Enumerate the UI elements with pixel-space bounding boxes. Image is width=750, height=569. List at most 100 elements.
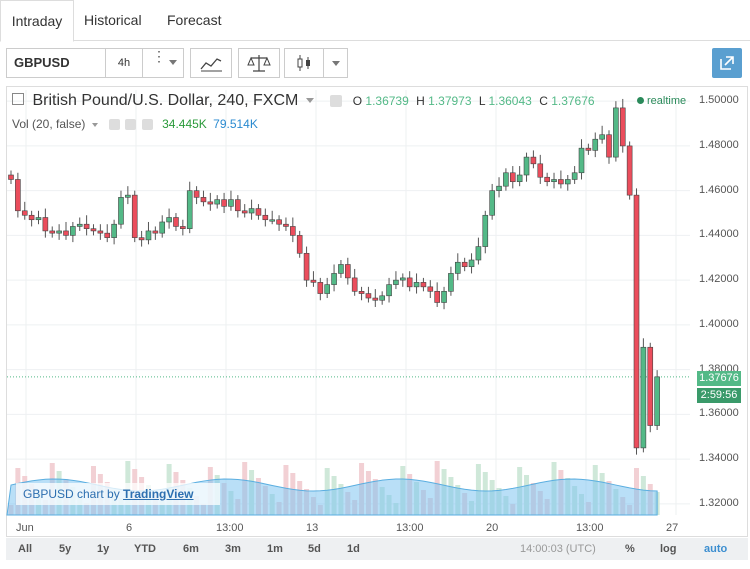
candle-body <box>454 261 461 274</box>
candle-body <box>42 217 49 232</box>
range-ytd-button[interactable]: YTD <box>134 543 156 555</box>
candle-body <box>111 223 117 238</box>
candle-body <box>214 199 221 205</box>
y-tick-label: 1.50000 <box>699 94 739 107</box>
close-value: 1.37676 <box>551 94 595 108</box>
more-icon: ⋮ <box>152 48 166 64</box>
candle-body <box>97 230 104 234</box>
candle-body <box>83 223 90 229</box>
candle-body <box>386 284 392 297</box>
candle-body <box>248 208 255 214</box>
tab-intraday[interactable]: Intraday <box>0 0 74 42</box>
chart-style-button[interactable] <box>190 48 232 78</box>
y-tick-label: 1.40000 <box>699 317 739 330</box>
collapse-icon[interactable] <box>12 92 24 105</box>
candle-body <box>104 232 111 238</box>
candle-body <box>35 217 42 221</box>
candle-body <box>296 235 303 254</box>
badge-text: GBPUSD chart by <box>23 487 120 501</box>
y-tick-label: 1.36000 <box>699 407 739 420</box>
volume-label: Vol (20, false) <box>12 117 86 131</box>
candle-body <box>207 201 214 205</box>
indicators-dropdown-button[interactable] <box>323 48 348 78</box>
candle-body <box>551 179 557 183</box>
settings-icon[interactable] <box>125 119 137 131</box>
candle-body <box>70 226 76 236</box>
range-1y-button[interactable]: 1y <box>97 543 110 555</box>
y-tick-label: 1.48000 <box>699 138 739 151</box>
chevron-down-icon <box>169 60 177 65</box>
y-tick-label: 1.42000 <box>699 273 739 286</box>
x-tick-label: 27 <box>666 522 679 534</box>
percent-toggle[interactable]: % <box>625 543 635 555</box>
candle-body <box>90 228 97 232</box>
close-label: C <box>539 94 548 108</box>
eye-icon[interactable] <box>109 119 121 131</box>
candle-body <box>221 199 227 207</box>
range-1m-button[interactable]: 1m <box>267 543 283 555</box>
candle-body <box>592 138 599 151</box>
range-3m-button[interactable]: 3m <box>225 543 241 555</box>
log-toggle[interactable]: log <box>660 543 677 555</box>
candle-body <box>654 376 660 426</box>
candle-body <box>544 176 550 183</box>
candle-body <box>599 134 605 140</box>
tradingview-badge[interactable]: GBPUSD chart by TradingView <box>16 483 220 505</box>
candle-body <box>441 291 447 303</box>
candle-body <box>228 199 234 207</box>
indicators-button[interactable] <box>284 48 324 78</box>
range-6m-button[interactable]: 6m <box>183 543 199 555</box>
tab-historical[interactable]: Historical <box>84 12 142 28</box>
candle-body <box>448 273 454 292</box>
chevron-down-icon[interactable] <box>91 122 98 127</box>
realtime-indicator: realtime <box>637 95 686 107</box>
fullscreen-button[interactable] <box>712 48 742 78</box>
candle-body <box>269 219 276 222</box>
range-1d-button[interactable]: 1d <box>347 543 360 555</box>
candle-body <box>358 291 365 294</box>
candle-body <box>523 156 530 176</box>
candle-body <box>310 279 317 283</box>
candle-body <box>180 226 186 229</box>
range-5y-button[interactable]: 5y <box>59 543 72 555</box>
candle-body <box>647 346 654 426</box>
chart-frame <box>6 86 748 537</box>
candle-body <box>166 217 172 223</box>
x-tick-label: 13 <box>306 522 319 534</box>
eye-icon[interactable] <box>330 94 343 107</box>
candle-body <box>241 210 248 214</box>
candle-body <box>125 194 131 198</box>
x-tick-label: Jun <box>16 522 34 534</box>
range-5d-button[interactable]: 5d <box>308 543 321 555</box>
close-icon[interactable] <box>141 119 153 131</box>
range-all-button[interactable]: All <box>18 543 33 555</box>
candle-body <box>317 282 324 294</box>
candle-body <box>564 179 571 185</box>
candle-body <box>338 264 344 274</box>
chevron-down-icon[interactable] <box>305 98 314 104</box>
candle-body <box>468 259 475 268</box>
interval-button[interactable]: 4h <box>105 48 143 78</box>
interval-dropdown-button[interactable]: ⋮ <box>142 48 184 78</box>
tradingview-link[interactable]: TradingView <box>123 487 194 501</box>
volume-legend: Vol (20, false) 34.445K 79.514K <box>12 117 258 131</box>
candle-body <box>530 156 537 165</box>
candle-body <box>200 197 207 203</box>
utc-clock[interactable]: 14:00:03 (UTC) <box>520 543 596 555</box>
compare-button[interactable] <box>238 48 280 78</box>
candle-body <box>406 277 413 288</box>
symbol-input[interactable]: GBPUSD <box>6 48 106 78</box>
x-tick-label: 6 <box>126 522 133 534</box>
candlestick-icon <box>297 55 310 71</box>
low-value: 1.36043 <box>488 94 532 108</box>
candle-body <box>8 174 14 180</box>
chart-legend: British Pound/U.S. Dollar, 240, FXCM O 1… <box>12 92 595 110</box>
candle-body <box>159 221 166 234</box>
auto-toggle[interactable]: auto <box>704 543 728 555</box>
tab-forecast[interactable]: Forecast <box>167 12 222 28</box>
candle-body <box>283 223 289 227</box>
candle-body <box>489 190 495 216</box>
candle-body <box>399 277 406 281</box>
candle-body <box>145 230 152 241</box>
candle-body <box>331 273 337 285</box>
